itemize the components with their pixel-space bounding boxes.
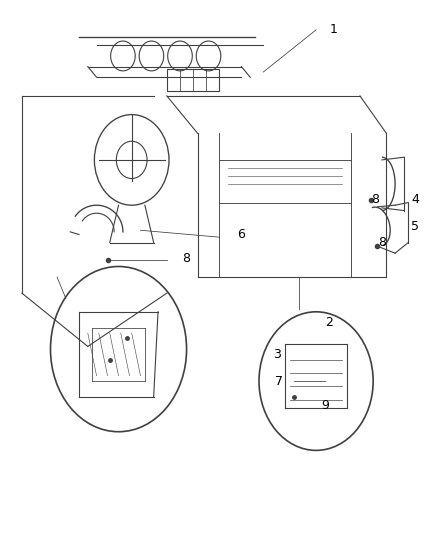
Text: 4: 4 [410, 193, 418, 206]
Text: 9: 9 [320, 399, 328, 411]
Text: 8: 8 [377, 236, 385, 249]
Text: 1: 1 [329, 23, 337, 36]
Text: 5: 5 [410, 220, 418, 233]
Text: 6: 6 [237, 228, 245, 241]
Text: 2: 2 [325, 316, 332, 329]
Text: 8: 8 [371, 193, 378, 206]
Text: 7: 7 [274, 375, 282, 387]
Text: 3: 3 [272, 348, 280, 361]
Text: 8: 8 [182, 252, 190, 265]
